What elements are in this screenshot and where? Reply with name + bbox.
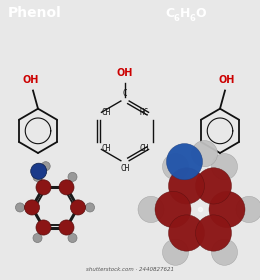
Circle shape xyxy=(36,220,51,235)
Circle shape xyxy=(16,203,24,212)
Circle shape xyxy=(24,200,40,215)
Text: 6: 6 xyxy=(174,14,180,23)
Text: OH: OH xyxy=(117,68,133,78)
Circle shape xyxy=(41,162,50,171)
Circle shape xyxy=(33,234,42,242)
Circle shape xyxy=(138,196,164,223)
Circle shape xyxy=(196,168,231,204)
Circle shape xyxy=(168,215,205,251)
Text: shutterstock.com · 2440827621: shutterstock.com · 2440827621 xyxy=(86,267,174,272)
Circle shape xyxy=(86,203,94,212)
Text: Phenol: Phenol xyxy=(8,6,62,20)
Text: 6: 6 xyxy=(189,14,195,23)
Circle shape xyxy=(31,163,47,179)
Circle shape xyxy=(168,168,205,204)
Circle shape xyxy=(36,180,51,195)
Text: O: O xyxy=(195,6,206,20)
Circle shape xyxy=(196,215,231,251)
Text: CH: CH xyxy=(101,144,110,153)
Text: HC: HC xyxy=(139,108,149,117)
Circle shape xyxy=(162,239,188,265)
Circle shape xyxy=(68,172,77,181)
Text: C: C xyxy=(123,89,127,98)
Circle shape xyxy=(68,234,77,242)
Circle shape xyxy=(192,141,218,167)
Circle shape xyxy=(209,191,245,228)
Circle shape xyxy=(70,200,86,215)
Circle shape xyxy=(166,144,203,180)
Circle shape xyxy=(155,191,191,228)
Circle shape xyxy=(162,154,188,180)
Text: H: H xyxy=(180,6,190,20)
Text: OH: OH xyxy=(23,76,39,85)
Text: CH: CH xyxy=(120,164,130,173)
Text: OH: OH xyxy=(219,76,235,85)
Text: CH: CH xyxy=(101,108,110,117)
Circle shape xyxy=(211,154,237,180)
Circle shape xyxy=(33,172,42,181)
Circle shape xyxy=(236,196,260,223)
Circle shape xyxy=(59,220,74,235)
Circle shape xyxy=(211,239,237,265)
Circle shape xyxy=(59,180,74,195)
Text: C: C xyxy=(165,6,174,20)
Text: CH: CH xyxy=(139,144,149,153)
